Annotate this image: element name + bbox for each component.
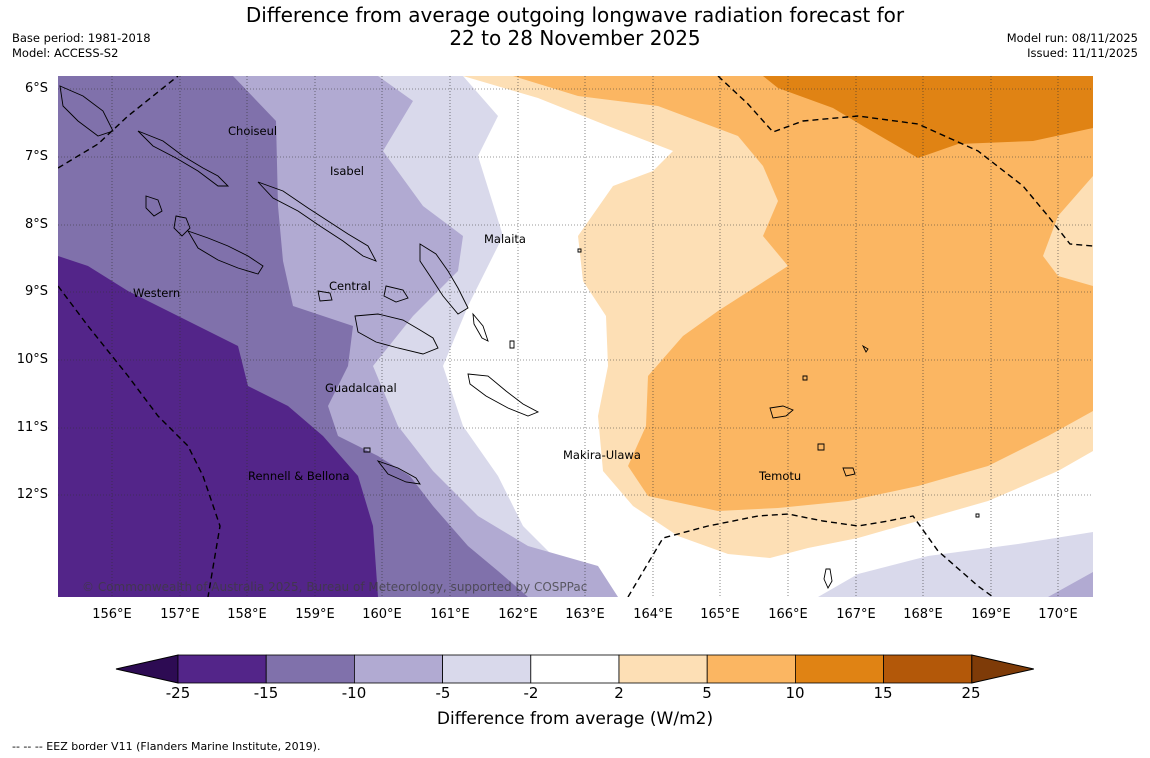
island-russell [317, 290, 333, 302]
island-isabel [257, 181, 377, 262]
colorbar-segment [442, 654, 532, 684]
island-bellona [363, 447, 371, 453]
lon-label: 157°E [160, 607, 200, 622]
lon-label: 163°E [565, 607, 605, 622]
colorbar-tick: -25 [165, 684, 191, 702]
region-label-western: Western [133, 286, 181, 300]
lon-label: 164°E [633, 607, 673, 622]
island-vanikoro [817, 443, 825, 451]
lon-label: 169°E [971, 607, 1011, 622]
colorbar-segment [618, 654, 708, 684]
lat-label: 6°S [24, 81, 48, 96]
chart-title: Difference from average outgoing longwav… [0, 4, 1150, 50]
island-vanuatu-north [823, 568, 833, 589]
eez-border [58, 76, 1093, 597]
colorbar-tick: 10 [785, 684, 805, 702]
copyright-notice: © Commonwealth of Australia 2025, Bureau… [82, 580, 588, 594]
lat-label: 7°S [24, 149, 48, 164]
lon-label: 156°E [92, 607, 132, 622]
colorbar [115, 654, 1034, 684]
lat-label: 10°S [16, 352, 48, 367]
olr-anomaly-map [58, 76, 1093, 597]
island-kolombangara [173, 215, 191, 237]
issued-date: Issued: 11/11/2025 [1027, 46, 1138, 60]
meta-right: Model run: 08/11/2025 Issued: 11/11/2025 [1007, 31, 1138, 61]
lon-label: 166°E [768, 607, 808, 622]
island-reef-islands [802, 375, 808, 381]
colorbar-tick: 2 [614, 684, 624, 702]
coastlines [59, 85, 980, 589]
island-choiseul [137, 130, 230, 187]
contour-neg15-band [58, 256, 378, 597]
colorbar-tick: -5 [435, 684, 451, 702]
island-sikaiana [577, 248, 582, 253]
title-line-1: Difference from average outgoing longwav… [245, 3, 905, 27]
region-label-central: Central [329, 279, 371, 293]
island-new-georgia [186, 230, 264, 275]
lon-label: 162°E [498, 607, 538, 622]
colorbar-tick: 5 [702, 684, 712, 702]
island-tikopia [975, 513, 980, 518]
colorbar-tick: -15 [253, 684, 279, 702]
colorbar-segment [795, 654, 885, 684]
colorbar-extend-high [971, 654, 1034, 684]
lon-label: 168°E [903, 607, 943, 622]
island-santa-cruz [769, 405, 794, 419]
colorbar-segment [883, 654, 973, 684]
contour-pos10-band [763, 76, 1093, 158]
island-utupua [842, 467, 856, 477]
region-label-isabel: Isabel [330, 164, 365, 178]
region-label-makira-ulawa: Makira-Ulawa [563, 448, 641, 462]
contour-pos5-band [513, 76, 1093, 511]
island-duff [861, 344, 869, 353]
island-malaita [419, 243, 469, 315]
model-name: Model: ACCESS-S2 [12, 46, 119, 60]
lon-label: 170°E [1038, 607, 1078, 622]
island-small-malaita [472, 312, 489, 342]
model-run: Model run: 08/11/2025 [1006, 31, 1138, 45]
island-vella [145, 195, 163, 217]
base-period: Base period: 1981-2018 [12, 31, 151, 45]
contour-neg5-band-se [1048, 572, 1093, 597]
colorbar-tick: -10 [341, 684, 367, 702]
lat-label: 8°S [24, 217, 48, 232]
colorbar-segment [265, 654, 355, 684]
colorbar-tick: 15 [873, 684, 893, 702]
lat-label: 9°S [24, 284, 48, 299]
colorbar-extend-low [115, 654, 179, 684]
region-label-temotu: Temotu [759, 469, 802, 483]
lat-label: 11°S [16, 420, 48, 435]
colorbar-segment [177, 654, 267, 684]
colorbar-segment [530, 654, 620, 684]
colorbar-tick: -2 [523, 684, 539, 702]
contour-neg2-band-se [818, 532, 1093, 597]
island-guadalcanal [354, 313, 439, 355]
colorbar-tick: 25 [961, 684, 981, 702]
lon-label: 167°E [836, 607, 876, 622]
region-label-guadalcanal: Guadalcanal [325, 381, 397, 395]
colorbar-segment [706, 654, 796, 684]
colorbar-label: Difference from average (W/m2) [436, 709, 714, 729]
island-shortland [59, 85, 114, 137]
island-makira [467, 373, 540, 417]
lon-label: 159°E [295, 607, 335, 622]
lon-label: 160°E [362, 607, 402, 622]
lon-label: 158°E [227, 607, 267, 622]
island-rennell [376, 460, 421, 485]
region-label-choiseul: Choiseul [228, 124, 278, 138]
meta-left: Base period: 1981-2018 Model: ACCESS-S2 [12, 31, 151, 61]
lon-label: 161°E [430, 607, 470, 622]
eez-legend-footnote: -- -- -- EEZ border V11 (Flanders Marine… [12, 740, 321, 753]
lat-label: 12°S [16, 487, 48, 502]
lon-label: 165°E [700, 607, 740, 622]
region-label-rennell-bellona: Rennell & Bellona [248, 469, 350, 483]
title-line-2: 22 to 28 November 2025 [449, 26, 701, 50]
island-owa-raha [509, 340, 515, 349]
colorbar-segment [353, 654, 443, 684]
island-florida [383, 285, 409, 303]
region-label-malaita: Malaita [484, 232, 526, 246]
